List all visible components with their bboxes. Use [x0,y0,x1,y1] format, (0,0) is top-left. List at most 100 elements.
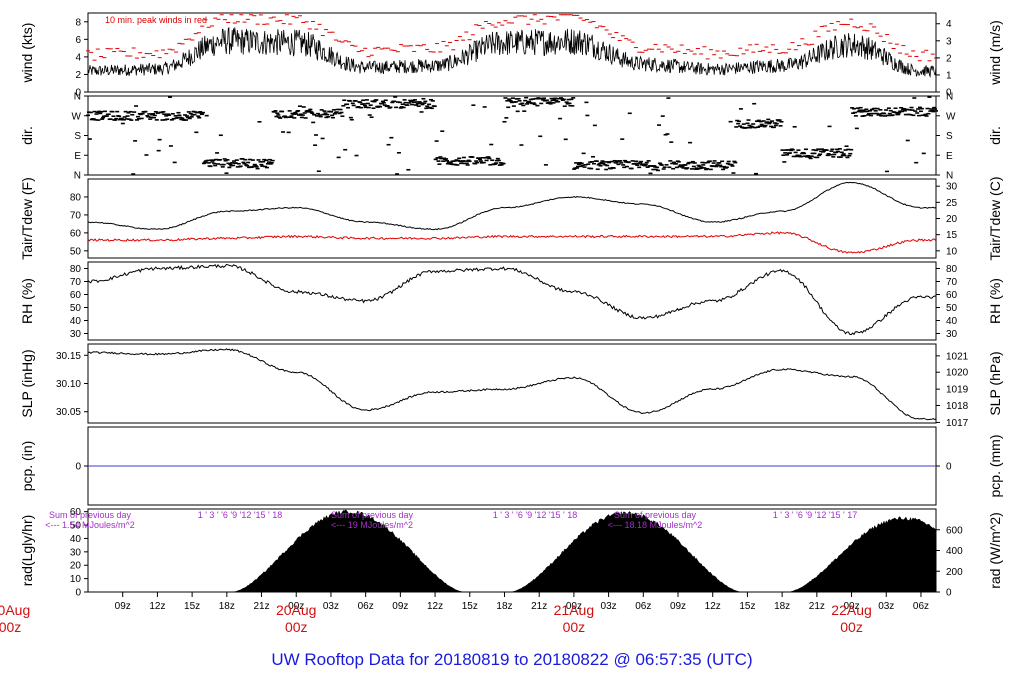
time-tick-label: 03z [323,601,339,612]
tick-label-right: 1 [946,70,952,81]
tick-label-right: 20 [946,214,958,225]
tick-label-right: N [946,92,953,103]
time-tick-label: 21z [253,601,269,612]
weather-chart: wind (kts) wind (m/s) dir. dir. Tair/Tdew (F… [0,12,1003,635]
solar-hours: 1 ' 3 ' '6 '9 '12 '15 ' 18 [198,510,283,520]
dewpoint-series [87,231,937,254]
date-sublabel: 00z [840,619,863,635]
rh-series [87,263,937,336]
slp-frame [87,343,937,424]
time-tick-label: 15z [462,601,478,612]
tick-label-right: 30 [946,329,958,340]
tick-label-right: 600 [946,525,963,536]
tick-label-right: 0 [946,588,952,599]
time-tick-label: 15z [184,601,200,612]
tick-label-left: 50 [70,246,82,257]
tick-label-right: 50 [946,303,958,314]
tick-label-left: 50 [70,521,82,532]
wind-frame [87,12,937,93]
tick-label-right: 2 [946,53,952,64]
time-tick-label: 12z [427,601,443,612]
time-tick-label: 06z [358,601,374,612]
temp-frame [87,178,937,259]
solar-note-label: Sum of previous day [614,510,697,520]
tick-label-left: 30 [70,329,82,340]
tick-label-right: 1019 [946,385,969,396]
tick-label-left: 30.05 [56,407,81,418]
slp-series [87,348,937,421]
tick-label-right: 400 [946,546,963,557]
tick-label-right: 25 [946,198,958,209]
tick-label-left: 60 [70,507,82,518]
rad-ylabel-right: rad (W/m^2) [987,512,1003,589]
time-tick-label: 18z [774,601,790,612]
solar-hours: 1 ' 3 ' '6 '9 '12 '15 ' 18 [493,510,578,520]
time-tick-label: 12z [149,601,165,612]
tick-label-right: 3 [946,36,952,47]
tick-label-right: 1017 [946,418,969,429]
panel-frames [87,12,937,593]
time-tick-label: 03z [601,601,617,612]
wind-ylabel: wind (kts) [19,23,35,84]
tick-label-left: 80 [70,264,82,275]
tick-label-right: N [946,171,953,182]
tick-label-left: E [74,151,81,162]
tick-label-right: 1020 [946,368,969,379]
time-tick-label: 00z [843,601,859,612]
date-label: 22Aug [831,602,871,618]
dir-ylabel-right: dir. [987,126,1003,145]
tick-label-left: 6 [75,35,81,46]
chart-title: UW Rooftop Data for 20180819 to 20180822… [271,650,753,669]
tick-label-left: 40 [70,316,82,327]
time-tick-label: 03z [878,601,894,612]
time-tick-label: 06z [913,601,929,612]
tick-label-right: 80 [946,264,958,275]
time-tick-label: 18z [219,601,235,612]
time-tick-label: 21z [531,601,547,612]
tick-label-left: W [72,111,82,122]
tick-label-left: 30 [70,547,82,558]
tick-label-left: 60 [70,290,82,301]
tick-label-right: 1018 [946,401,969,412]
time-tick-label: 09z [670,601,686,612]
slp-ylabel-right: SLP (hPa) [987,351,1003,415]
tick-label-right: W [946,111,956,122]
radiation-area-day1 [232,509,465,593]
tick-label-left: 80 [70,192,82,203]
tick-label-right: 0 [946,88,952,99]
date-sublabel: 00z [285,619,308,635]
time-tick-label: 12z [705,601,721,612]
axis-labels: wind (kts) wind (m/s) dir. dir. Tair/Tdew (F… [19,15,1003,599]
temp-ylabel: Tair/Tdew (F) [19,177,35,259]
solar-note-value: <--- 19 MJoules/m^2 [331,520,413,530]
tick-label-left: 60 [70,228,82,239]
radiation-area-day3 [787,516,937,593]
tick-label-right: 0 [946,462,952,473]
time-axis: 09z 12z 15z 18z 21z 00z 03z 06z 09z 12z 15z 18z 21z 0… [0,592,929,635]
tick-label-left: 20 [70,561,82,572]
tick-label-right: S [946,131,953,142]
wind-ylabel-right: wind (m/s) [987,20,1003,86]
tick-label-left: 10 [70,574,82,585]
time-tick-label: 00z [566,601,582,612]
tick-label-left: 50 [70,303,82,314]
wind-series [87,26,937,78]
date-label: 20Aug [0,602,30,618]
time-tick-label: 15z [739,601,755,612]
tick-label-left: 0 [75,462,81,473]
rad-ylabel: rad(Lgly/hr) [19,515,35,587]
tick-label-left: 70 [70,210,82,221]
tick-label-right: 4 [946,19,952,30]
time-tick-label: 09z [115,601,131,612]
tick-label-left: 4 [75,52,81,63]
tick-label-right: 70 [946,277,958,288]
slp-ylabel: SLP (inHg) [19,349,35,417]
pcp-ylabel: pcp. (in) [19,441,35,492]
temp-ylabel-right: Tair/Tdew (C) [987,176,1003,260]
tick-label-right: 30 [946,182,958,193]
time-tick-label: 09z [392,601,408,612]
tick-label-left: 30.10 [56,379,81,390]
tick-label-left: 30.15 [56,351,81,362]
tick-label-right: 15 [946,230,958,241]
tick-label-right: 40 [946,316,958,327]
